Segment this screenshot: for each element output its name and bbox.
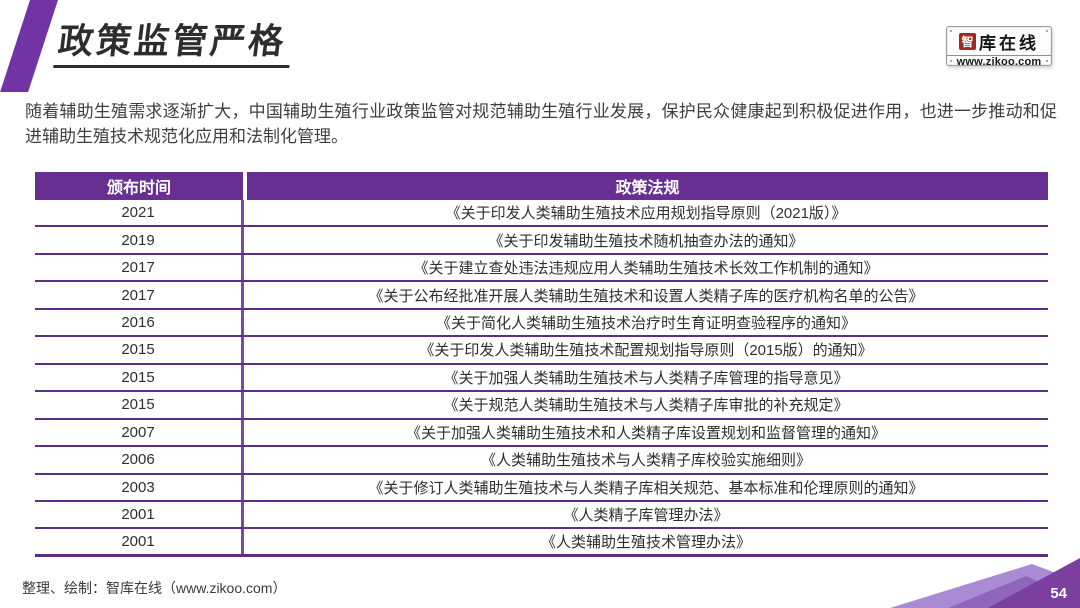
- logo-corner-dot: [950, 30, 952, 32]
- policy-cell: 《关于建立查处违法违规应用人类辅助生殖技术长效工作机制的通知》: [413, 260, 879, 278]
- header-column-divider: [243, 172, 247, 200]
- table-body: 2021 《关于印发人类辅助生殖技术应用规划指导原则（2021版）》 2019 《关于…: [35, 200, 1048, 557]
- policy-cell: 《关于修订人类辅助生殖技术与人类精子库相关规范、基本标准和伦理原则的通知》: [368, 479, 924, 497]
- logo-corner-dot: [950, 60, 952, 62]
- logo-brand-text: 库在线: [979, 34, 1039, 53]
- year-cell: 2015: [35, 392, 244, 418]
- intro-paragraph: 随着辅助生殖需求逐渐扩大，中国辅助生殖行业政策监管对规范辅助生殖行业发展，保护民…: [25, 102, 1057, 146]
- policy-cell: 《关于印发辅助生殖技术随机抽查办法的通知》: [488, 232, 804, 250]
- year-cell: 2019: [35, 227, 244, 253]
- policy-cell: 《关于简化人类辅助生殖技术治疗时生育证明查验程序的通知》: [435, 315, 856, 333]
- logo-corner-dot: [1046, 60, 1048, 62]
- year-cell: 2021: [35, 200, 244, 226]
- page-number: 54: [1050, 585, 1067, 602]
- table-row: 2019 《关于印发辅助生殖技术随机抽查办法的通知》: [35, 227, 1048, 255]
- column-header-policy: 政策法规: [615, 180, 680, 197]
- policy-table: 颁布时间 政策法规 2021 《关于印发人类辅助生殖技术应用规划指导原则（2021…: [35, 172, 1048, 557]
- policy-cell: 《关于加强人类辅助生殖技术与人类精子库管理的指导意见》: [443, 369, 849, 387]
- footer-credit: 整理、绘制：智库在线（www.zikoo.com）: [22, 580, 287, 596]
- policy-cell: 《关于印发人类辅助生殖技术配置规划指导原则（2015版）的通知》: [419, 342, 873, 360]
- year-cell: 2007: [35, 419, 244, 446]
- policy-cell: 《人类辅助生殖技术与人类精子库校验实施细则》: [480, 452, 811, 470]
- policy-cell: 《人类辅助生殖技术管理办法》: [540, 534, 751, 552]
- logo-zhi-seal-icon: 智: [959, 33, 976, 50]
- year-cell: 2017: [35, 282, 244, 308]
- policy-cell: 《关于加强人类辅助生殖技术和人类精子库设置规划和监督管理的通知》: [405, 424, 886, 442]
- corner-decoration: [890, 558, 1080, 608]
- year-cell: 2001: [35, 529, 244, 554]
- zikoo-logo: 智 库在线 www.zikoo.com: [946, 26, 1052, 68]
- table-row: 2017 《关于建立查处违法违规应用人类辅助生殖技术长效工作机制的通知》: [35, 254, 1048, 283]
- title-accent-slash: [0, 0, 59, 92]
- table-row: 2015 《关于印发人类辅助生殖技术配置规划指导原则（2015版）的通知》: [35, 337, 1048, 365]
- year-cell: 2015: [35, 364, 244, 391]
- table-row: 2015 《关于加强人类辅助生殖技术与人类精子库管理的指导意见》: [35, 364, 1048, 393]
- table-header-row: 颁布时间 政策法规: [35, 172, 1048, 200]
- policy-cell: 《人类精子库管理办法》: [563, 507, 729, 525]
- year-cell: 2017: [35, 254, 244, 281]
- logo-brand-row: 智 库在线: [947, 27, 1051, 56]
- table-row: 2017 《关于公布经批准开展人类辅助生殖技术和设置人类精子库的医疗机构名单的公告…: [35, 282, 1048, 310]
- column-header-time: 颁布时间: [106, 180, 171, 197]
- table-row: 2006 《人类辅助生殖技术与人类精子库校验实施细则》: [35, 447, 1048, 475]
- table-row: 2016 《关于简化人类辅助生殖技术治疗时生育证明查验程序的通知》: [35, 309, 1048, 338]
- table-row: 2015 《关于规范人类辅助生殖技术与人类精子库审批的补充规定》: [35, 392, 1048, 420]
- table-row: 2003 《关于修订人类辅助生殖技术与人类精子库相关规范、基本标准和伦理原则的通知…: [35, 474, 1048, 502]
- policy-cell: 《关于规范人类辅助生殖技术与人类精子库审批的补充规定》: [443, 397, 849, 415]
- year-cell: 2006: [35, 447, 244, 473]
- table-row: 2007 《关于加强人类辅助生殖技术和人类精子库设置规划和监督管理的通知》: [35, 419, 1048, 448]
- year-cell: 2001: [35, 501, 244, 528]
- year-cell: 2003: [35, 474, 244, 500]
- year-cell: 2016: [35, 309, 244, 336]
- policy-cell: 《关于公布经批准开展人类辅助生殖技术和设置人类精子库的医疗机构名单的公告》: [368, 287, 924, 305]
- table-row: 2021 《关于印发人类辅助生殖技术应用规划指导原则（2021版）》: [35, 200, 1048, 228]
- table-row: 2001 《人类辅助生殖技术管理办法》: [35, 529, 1048, 557]
- logo-url-text: www.zikoo.com: [956, 56, 1042, 68]
- year-cell: 2015: [35, 337, 244, 363]
- logo-corner-dot: [1046, 30, 1048, 32]
- policy-cell: 《关于印发人类辅助生殖技术应用规划指导原则（2021版）》: [445, 205, 847, 223]
- page-title: 政策监管严格: [53, 22, 295, 69]
- table-row: 2001 《人类精子库管理办法》: [35, 501, 1048, 530]
